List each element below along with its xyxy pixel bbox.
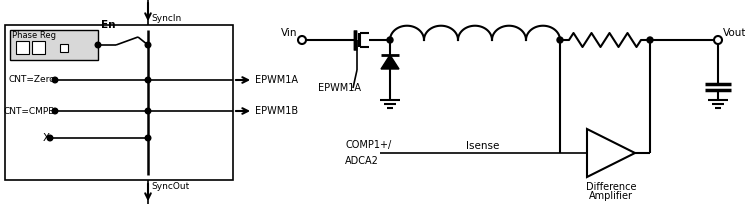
- Text: CNT=Zero: CNT=Zero: [8, 76, 55, 84]
- Circle shape: [52, 77, 58, 83]
- Text: Vin: Vin: [281, 28, 297, 38]
- Bar: [16, 41, 29, 54]
- Polygon shape: [381, 55, 399, 69]
- Circle shape: [145, 108, 150, 114]
- Text: CNT=CMPB: CNT=CMPB: [4, 106, 55, 115]
- Bar: [5, 25, 233, 180]
- Text: Amplifier: Amplifier: [589, 191, 633, 201]
- Circle shape: [52, 108, 58, 114]
- Circle shape: [145, 42, 150, 48]
- Text: Difference: Difference: [586, 182, 636, 192]
- Text: En: En: [101, 20, 115, 30]
- Circle shape: [145, 77, 150, 83]
- Circle shape: [714, 36, 722, 44]
- Circle shape: [47, 135, 53, 141]
- Text: Vout: Vout: [723, 28, 745, 38]
- Text: SyncIn: SyncIn: [151, 14, 181, 23]
- Circle shape: [387, 37, 393, 43]
- Circle shape: [647, 37, 653, 43]
- Circle shape: [145, 135, 150, 141]
- Text: ADCA2: ADCA2: [345, 156, 379, 166]
- Text: SyncOut: SyncOut: [151, 182, 189, 191]
- Bar: [10, 30, 98, 60]
- Circle shape: [95, 42, 101, 48]
- Circle shape: [298, 36, 306, 44]
- Text: EPWM1A: EPWM1A: [318, 83, 361, 93]
- Text: Isense: Isense: [466, 141, 500, 151]
- Text: EPWM1B: EPWM1B: [255, 106, 298, 116]
- Bar: [60, 44, 68, 52]
- Text: X: X: [43, 133, 50, 143]
- Bar: [32, 41, 45, 54]
- Text: EPWM1A: EPWM1A: [255, 75, 298, 85]
- Circle shape: [557, 37, 563, 43]
- Text: Phase Reg: Phase Reg: [12, 31, 56, 40]
- Text: COMP1+/: COMP1+/: [345, 140, 391, 150]
- Polygon shape: [587, 129, 635, 177]
